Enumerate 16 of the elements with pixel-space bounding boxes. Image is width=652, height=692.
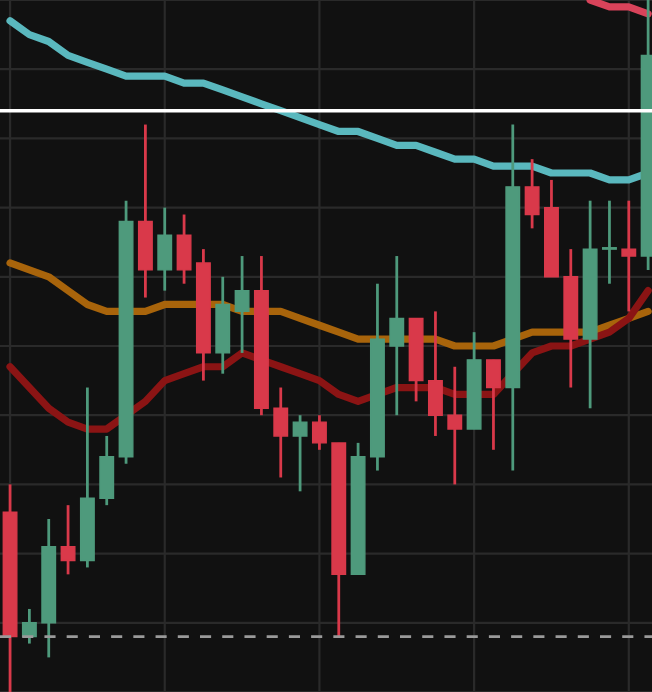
candlestick (99, 434, 115, 507)
candlestick (234, 254, 250, 355)
candlestick (447, 365, 463, 486)
candlestick (427, 310, 443, 438)
candlestick (292, 413, 308, 493)
candlestick (21, 607, 37, 645)
candlestick (485, 358, 501, 452)
candlestick (524, 157, 540, 230)
candlestick (157, 206, 173, 293)
candlestick (601, 199, 617, 286)
candlestick (621, 199, 637, 313)
candlestick (60, 503, 76, 576)
candlestick (311, 413, 327, 452)
candlestick (273, 386, 289, 479)
candlestick (176, 213, 192, 286)
candlestick (389, 254, 405, 417)
